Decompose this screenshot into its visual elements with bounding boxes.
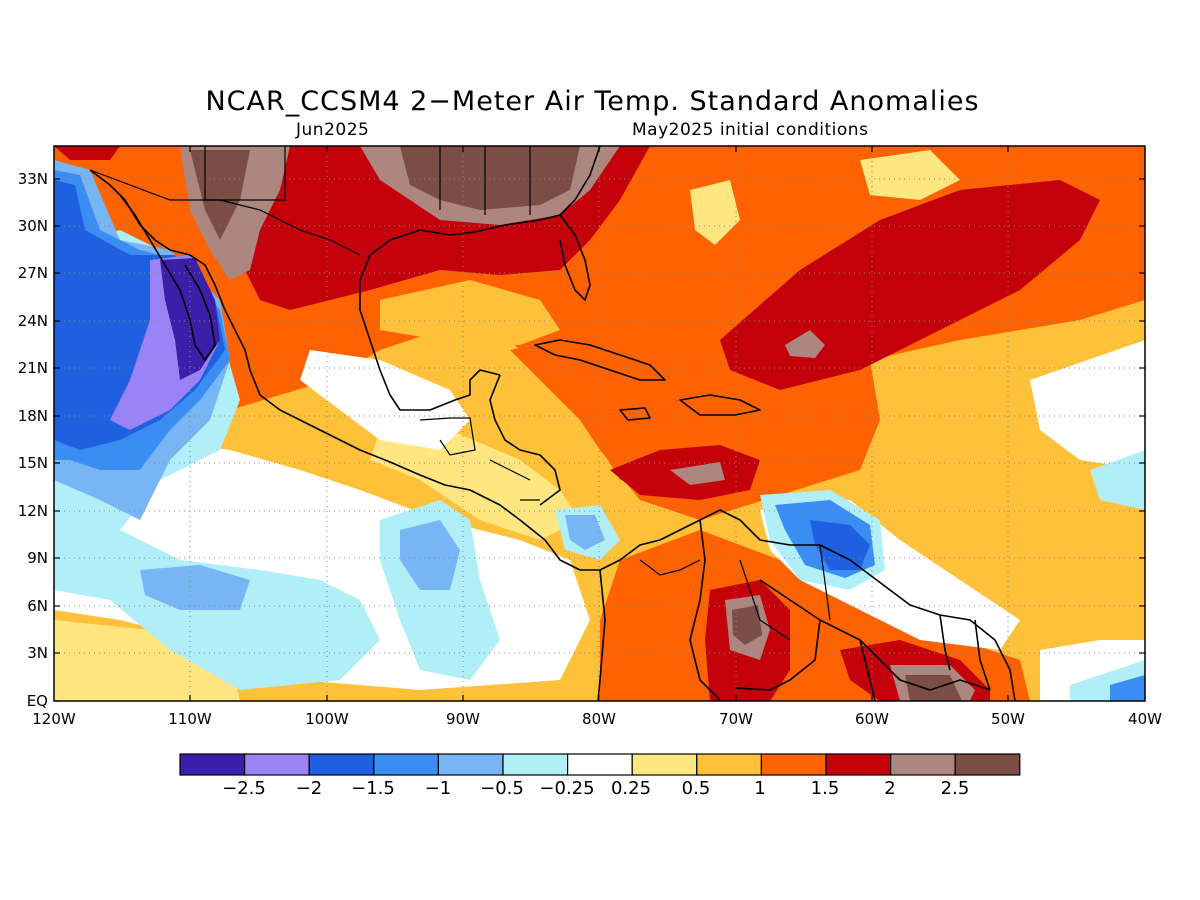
lat-label-6n: 6N [27,597,48,615]
lon-label-90w: 90W [446,710,480,728]
colorbar-label: 1 [754,778,765,799]
lat-label-9n: 9N [27,549,48,567]
lat-label-eq: EQ [27,692,48,710]
colorbar [179,753,1021,776]
field-neutral-east [1030,340,1145,470]
colorbar-swatch [760,753,827,776]
colorbar-swatch [502,753,569,776]
colorbar-label: 1.5 [811,778,840,799]
lat-axis [54,178,1145,702]
field-warm-extreme-us [400,146,580,210]
colorbar-label: 0.5 [682,778,711,799]
coastlines [89,146,1016,701]
colorbar-labels: −2.5 −2 −1.5 −1 −0.5 −0.25 0.25 0.5 1 1.… [222,778,969,799]
field-cool-strong-se [1110,675,1145,701]
lat-label-27n: 27N [18,264,48,282]
colorbar-swatch [437,753,504,776]
colorbar-label: 0.25 [611,778,651,799]
lat-label-33n: 33N [18,170,48,188]
colorbar-swatch [308,753,375,776]
colorbar-label: −2 [296,778,323,799]
colorbar-label: −1 [425,778,452,799]
borders [89,146,831,641]
field-warm-vstrong-atl [785,330,825,358]
lat-label-21n: 21N [18,359,48,377]
colorbar-label: −1.5 [351,778,395,799]
lon-label-50w: 50W [991,710,1025,728]
forecast-month: Jun2025 [296,120,370,140]
colorbar-swatch [631,753,698,776]
colorbar-swatch [179,753,246,776]
field-warm-weak-ne [860,150,960,200]
anomaly-field [54,146,1145,701]
lon-label-80w: 80W [582,710,616,728]
lat-label-24n: 24N [18,312,48,330]
field-warm-mid-gulf [380,280,560,345]
initial-conditions: May2025 initial conditions [632,120,869,140]
colorbar-label: 2 [884,778,895,799]
field-warm-weak-camerica [370,430,580,540]
lon-label-40w: 40W [1128,710,1162,728]
lon-label-110w: 110W [168,710,212,728]
lon-label-60w: 60W [855,710,889,728]
colorbar-swatch [825,753,892,776]
colorbar-swatch [244,753,310,776]
field-cool-weak-east [1090,450,1145,510]
field-warm-weak-nw-atl [690,180,740,245]
field-warm-extreme-sa [732,605,762,645]
field-cool-mid-panama [565,515,605,550]
colorbar-swatch [696,753,762,776]
lat-label-12n: 12N [18,502,48,520]
colorbar-label: −2.5 [222,778,266,799]
field-warm-strong-ne-corner [54,146,120,160]
field-warm-weak-bottomleft [54,620,240,701]
colorbar-swatch [889,753,956,776]
field-warm-vstrong-carib [670,462,725,485]
colorbar-label: −0.25 [539,778,594,799]
field-cool-mid-blob [140,565,250,610]
lat-label-15n: 15N [18,454,48,472]
lon-label-70w: 70W [719,710,753,728]
grid-lines [54,146,1145,701]
colorbar-label: −0.5 [480,778,524,799]
lon-axis [189,146,1009,701]
field-neutral-mexico [300,350,470,450]
lon-label-100w: 100W [305,710,349,728]
colorbar-swatch [954,753,1021,776]
colorbar-swatch [566,753,633,776]
colorbar-label: 2.5 [941,778,970,799]
lon-label-120w: 120W [32,710,76,728]
lat-label-30n: 30N [18,217,48,235]
chart-title: NCAR_CCSM4 2−Meter Air Temp. Standard An… [205,86,980,117]
colorbar-swatch [373,753,439,776]
lat-label-18n: 18N [18,407,48,425]
lat-label-3n: 3N [27,644,48,662]
field-cool-mid-blob-2 [400,520,460,590]
